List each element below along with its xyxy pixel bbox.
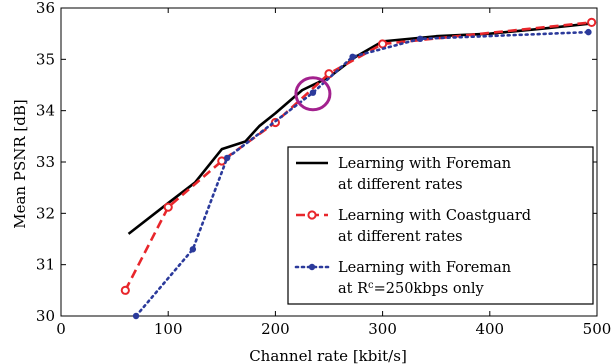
legend-label-line2: at different rates	[338, 229, 463, 245]
axis-ticks: 0 100 200 300 400 500 30 31 32 33 34 35 36	[36, 0, 611, 338]
legend-entry-3: Learning with Foreman at Rc=250kbps only	[294, 260, 511, 298]
data-point	[223, 154, 231, 162]
y-tick-label: 33	[36, 153, 55, 171]
data-point	[163, 202, 173, 212]
legend-label: Learning with Foreman	[338, 156, 511, 172]
data-point	[378, 39, 388, 49]
plot-area	[60, 7, 598, 320]
highlight-ellipse	[294, 76, 332, 112]
x-tick-label: 400	[475, 320, 504, 338]
y-tick-label: 34	[36, 102, 55, 120]
legend-label: Learning with Foreman	[338, 260, 511, 276]
data-point	[120, 285, 130, 295]
y-tick-label: 32	[36, 204, 55, 222]
y-axis-label: Mean PSNR [dB]	[11, 99, 29, 229]
y-tick-label: 31	[36, 256, 55, 274]
x-tick-label: 100	[154, 320, 183, 338]
x-tick-label: 200	[261, 320, 290, 338]
data-point	[349, 53, 356, 60]
legend-box	[287, 146, 594, 305]
y-tick-label: 36	[36, 0, 55, 17]
data-point	[585, 28, 592, 36]
legend-label: Learning with Coastguard	[338, 208, 531, 224]
legend-marker	[307, 210, 317, 220]
legend-marker	[308, 263, 316, 271]
y-tick-label: 35	[36, 50, 55, 68]
legend-entry-1: Learning with Foreman at different rates	[296, 156, 511, 193]
data-point	[309, 89, 317, 96]
data-point	[587, 17, 597, 27]
x-tick-label: 0	[56, 320, 66, 338]
x-tick-label: 500	[583, 320, 612, 338]
data-point	[132, 312, 140, 320]
x-tick-label: 300	[368, 320, 397, 338]
legend-entry-2: Learning with Coastguard at different rat…	[296, 208, 531, 245]
y-tick-label: 30	[36, 307, 55, 325]
legend-label-line2: at different rates	[338, 177, 463, 193]
data-point	[189, 246, 197, 253]
series-3	[132, 28, 592, 320]
legend-label-line2: at Rc=250kbps only	[338, 280, 485, 298]
data-point	[416, 35, 424, 42]
x-axis-label: Channel rate [kbit/s]	[249, 347, 407, 364]
